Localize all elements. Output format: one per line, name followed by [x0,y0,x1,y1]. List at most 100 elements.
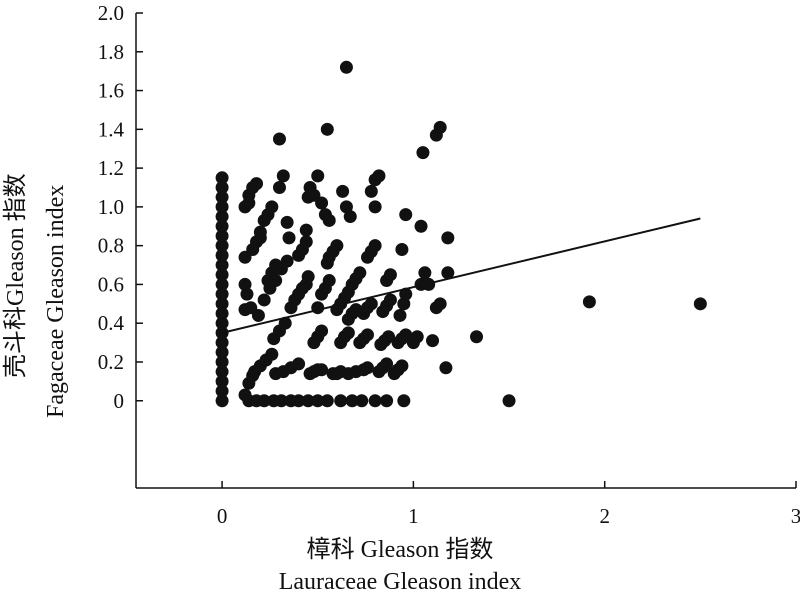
x-tick-label: 3 [791,504,800,528]
y-tick-label: 1.8 [98,40,124,64]
x-tick-label: 1 [408,504,419,528]
data-point [215,316,229,330]
data-point [383,293,397,307]
data-point [292,357,306,371]
data-point [282,231,296,245]
y-tick-label: 0.2 [98,350,124,374]
data-point [253,225,267,239]
data-point [265,200,279,214]
data-point [364,184,378,198]
data-point [414,219,428,233]
data-point [238,277,252,291]
data-points [215,60,707,408]
data-point [395,359,409,373]
data-point [215,248,229,262]
data-point [353,266,367,280]
y-axis-label-en: Fagaceae Gleason index [43,184,69,418]
data-point [215,384,229,398]
data-point [380,357,394,371]
y-tick-label: 2.0 [98,1,124,25]
data-point [238,388,252,402]
data-point [355,394,369,408]
data-point [315,196,329,210]
data-point [330,239,344,253]
data-point [250,177,264,191]
tick-labels: 0 0.2 0.4 0.6 0.8 1.0 1.2 1.4 1.6 1.8 2.0 0 1 2 3 [98,1,800,528]
data-point [383,268,397,282]
x-axis-label: 樟科 Gleason 指数 [306,537,494,563]
data-point [257,394,271,408]
data-point [301,270,315,284]
x-axis-label-en: Lauraceae Gleason index [278,569,522,595]
data-point [257,293,271,307]
y-axis-labels: 壳斗科Gleason 指数 Fagaceae Gleason index [0,0,80,600]
data-point [360,328,374,342]
x-tick-label: 0 [217,504,228,528]
y-tick-label: 1.4 [98,117,125,141]
trend-line-group [221,217,701,334]
data-point [382,330,396,344]
data-point [441,266,455,280]
data-point [215,287,229,301]
data-point [334,394,348,408]
data-point [215,374,229,388]
data-point [311,394,325,408]
data-point [215,336,229,350]
data-point [322,213,336,227]
data-point [393,308,407,322]
data-point [278,316,292,330]
data-point [380,394,394,408]
data-point [368,200,382,214]
data-point [343,210,357,224]
data-point [215,277,229,291]
data-point [292,394,306,408]
data-point [242,196,256,210]
y-tick-label: 0.6 [98,272,124,296]
data-point [339,60,353,74]
data-point [582,295,596,309]
data-point [320,122,334,136]
data-point [299,223,313,237]
data-point [364,297,378,311]
x-tick-label: 2 [599,504,610,528]
data-point [368,239,382,253]
y-tick-label: 0.8 [98,234,124,258]
data-point [240,287,254,301]
data-point [693,297,707,311]
y-tick-label: 0.4 [98,311,125,335]
data-point [399,208,413,222]
data-point [311,301,325,315]
y-tick-label: 1.2 [98,156,124,180]
data-point [336,184,350,198]
data-point [410,330,424,344]
data-point [502,394,516,408]
data-point [399,287,413,301]
data-point [441,231,455,245]
data-point [299,235,313,249]
y-axis-label: 壳斗科Gleason 指数 [3,173,29,378]
data-point [215,180,229,194]
data-point [360,361,374,375]
axes [135,13,796,489]
data-point [215,307,229,321]
data-point [274,394,288,408]
data-point [439,361,453,375]
data-point [280,254,294,268]
data-point [215,365,229,379]
data-point [320,394,334,408]
data-point [397,297,411,311]
data-point [215,258,229,272]
data-point [418,266,432,280]
data-point [215,355,229,369]
y-tick-label: 1.0 [98,195,124,219]
data-point [322,274,336,288]
data-point [215,239,229,253]
tick-marks [136,12,797,488]
data-point [215,219,229,233]
data-point [215,229,229,243]
y-tick-label: 1.6 [98,79,124,103]
data-point [311,169,325,183]
data-point [251,308,265,322]
data-point [215,171,229,185]
